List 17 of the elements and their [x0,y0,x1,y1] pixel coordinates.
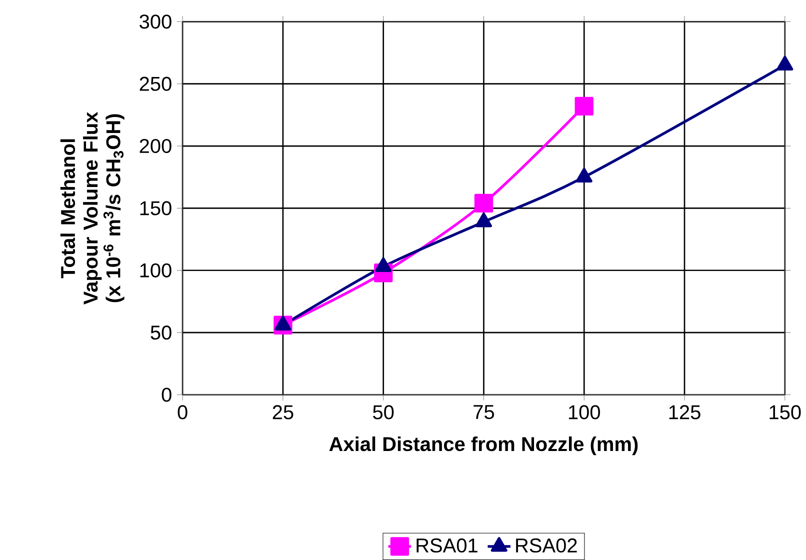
y-tick-label: 100 [140,263,172,278]
y-tick-label: 300 [140,14,172,29]
legend-label: RSA02 [516,538,577,553]
y-tick-label: 200 [140,138,172,154]
y-tick-label: 0 [162,388,172,402]
x-tick-label: 150 [770,405,801,420]
y-tick-label: 50 [150,326,172,340]
x-tick-label: 0 [178,405,188,420]
x-tick-label: 100 [568,405,600,420]
x-tick-label: 50 [373,405,394,420]
x-tick-label: 25 [272,405,294,420]
y-tick-label: 150 [140,201,172,216]
x-axis-title: Axial Distance from Nozzle (mm) [329,436,638,456]
x-tick-label: 75 [474,405,494,420]
x-tick-label: 125 [669,405,700,420]
legend-label: RSA01 [416,538,478,553]
y-tick-label: 250 [140,76,172,91]
